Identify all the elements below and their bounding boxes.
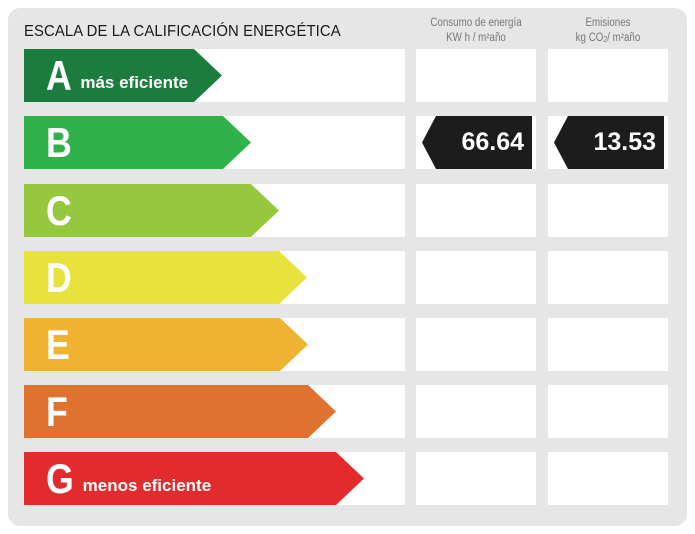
rating-letter-b: B — [46, 118, 72, 166]
emissions-value-indicator: 13.53 — [554, 116, 664, 169]
rating-letter-a: A — [46, 51, 72, 99]
rating-letter-f: F — [46, 387, 68, 435]
rating-description-a: más eficiente — [80, 72, 189, 92]
emissions-unit-part1: kg CO — [575, 32, 604, 44]
consumption-header-line1: Consumo de energía — [430, 17, 522, 29]
rating-letter-d: D — [46, 253, 72, 301]
consumption-cell-e — [416, 318, 536, 371]
rating-arrow-d: D — [24, 251, 307, 304]
emissions-header-line2: kg CO2/ m²año — [557, 31, 659, 47]
rating-letter-e: E — [46, 320, 70, 368]
rating-arrow-e: E — [24, 318, 308, 371]
consumption-cell-g — [416, 452, 536, 505]
emissions-header-line1: Emisiones — [585, 17, 631, 29]
rating-letter-g: G — [46, 454, 74, 502]
rating-arrow-b: B — [24, 116, 251, 169]
emissions-cell-d — [548, 251, 668, 304]
consumption-value-indicator: 66.64 — [422, 116, 532, 169]
consumption-cell-d — [416, 251, 536, 304]
rating-arrow-c: C — [24, 184, 279, 237]
consumption-cell-f — [416, 385, 536, 438]
consumption-column-header: Consumo de energía KW h / m²año — [425, 16, 527, 46]
label-title: ESCALA DE LA CALIFICACIÓN ENERGÉTICA — [24, 23, 341, 40]
emissions-unit-part2: / m²año — [607, 32, 641, 44]
rating-arrow-g: G menos eficiente — [24, 452, 364, 505]
emissions-column-header: Emisiones kg CO2/ m²año — [557, 16, 659, 47]
consumption-header-line2: KW h / m²año — [446, 32, 506, 44]
emissions-cell-f — [548, 385, 668, 438]
emissions-cell-c — [548, 184, 668, 237]
rating-arrow-a: A más eficiente — [24, 49, 222, 102]
consumption-cell-c — [416, 184, 536, 237]
emissions-cell-e — [548, 318, 668, 371]
emissions-cell-a — [548, 49, 668, 102]
consumption-cell-a — [416, 49, 536, 102]
emissions-unit-subscript: 2 — [603, 35, 608, 44]
rating-arrow-f: F — [24, 385, 336, 438]
rating-letter-c: C — [46, 186, 72, 234]
rating-description-g: menos eficiente — [82, 475, 212, 495]
emissions-cell-g — [548, 452, 668, 505]
